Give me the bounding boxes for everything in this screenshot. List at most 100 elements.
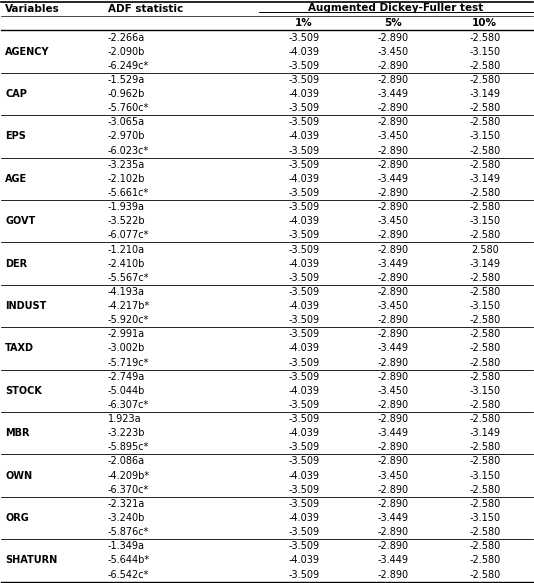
- Text: -2.580: -2.580: [469, 202, 500, 212]
- Text: -3.509: -3.509: [288, 456, 320, 466]
- Text: -2.890: -2.890: [378, 160, 409, 170]
- Text: -2.890: -2.890: [378, 570, 409, 580]
- Text: -2.890: -2.890: [378, 372, 409, 382]
- Text: -3.522b: -3.522b: [108, 216, 145, 226]
- Text: -3.240b: -3.240b: [108, 513, 145, 523]
- Text: -3.509: -3.509: [288, 329, 320, 339]
- Text: -3.449: -3.449: [378, 343, 409, 353]
- Text: -4.039: -4.039: [289, 429, 320, 438]
- Text: -3.150: -3.150: [469, 132, 500, 142]
- Text: -3.235a: -3.235a: [108, 160, 145, 170]
- Text: -4.039: -4.039: [289, 386, 320, 396]
- Text: 1%: 1%: [295, 19, 313, 29]
- Text: -3.150: -3.150: [469, 47, 500, 57]
- Text: -5.760c*: -5.760c*: [108, 103, 149, 113]
- Text: -3.509: -3.509: [288, 188, 320, 198]
- Text: AGE: AGE: [5, 174, 27, 184]
- Text: -2.580: -2.580: [469, 103, 500, 113]
- Text: 10%: 10%: [472, 19, 497, 29]
- Text: -2.890: -2.890: [378, 230, 409, 240]
- Text: -3.509: -3.509: [288, 230, 320, 240]
- Text: -6.370c*: -6.370c*: [108, 484, 149, 495]
- Text: -2.580: -2.580: [469, 315, 500, 325]
- Text: -1.529a: -1.529a: [108, 75, 145, 85]
- Text: -2.890: -2.890: [378, 75, 409, 85]
- Text: -2.580: -2.580: [469, 343, 500, 353]
- Text: -3.449: -3.449: [378, 556, 409, 566]
- Text: -2.580: -2.580: [469, 230, 500, 240]
- Text: -4.039: -4.039: [289, 89, 320, 99]
- Text: -6.023c*: -6.023c*: [108, 146, 149, 156]
- Text: -3.450: -3.450: [378, 301, 409, 311]
- Text: -2.890: -2.890: [378, 33, 409, 43]
- Text: -2.890: -2.890: [378, 541, 409, 552]
- Text: -2.090b: -2.090b: [108, 47, 145, 57]
- Text: DER: DER: [5, 259, 27, 269]
- Text: 2.580: 2.580: [471, 244, 499, 255]
- Text: -2.580: -2.580: [469, 75, 500, 85]
- Text: -2.890: -2.890: [378, 117, 409, 127]
- Text: -4.039: -4.039: [289, 174, 320, 184]
- Text: -4.039: -4.039: [289, 513, 320, 523]
- Text: -6.307c*: -6.307c*: [108, 400, 149, 410]
- Text: -3.509: -3.509: [288, 400, 320, 410]
- Text: -4.039: -4.039: [289, 470, 320, 480]
- Text: -2.890: -2.890: [378, 61, 409, 71]
- Text: MBR: MBR: [5, 429, 29, 438]
- Text: -3.150: -3.150: [469, 386, 500, 396]
- Text: -3.509: -3.509: [288, 273, 320, 283]
- Text: -3.450: -3.450: [378, 386, 409, 396]
- Text: -2.580: -2.580: [469, 146, 500, 156]
- Text: -2.580: -2.580: [469, 273, 500, 283]
- Text: -2.580: -2.580: [469, 329, 500, 339]
- Text: -2.580: -2.580: [469, 527, 500, 537]
- Text: -2.890: -2.890: [378, 146, 409, 156]
- Text: -1.939a: -1.939a: [108, 202, 145, 212]
- Text: -4.039: -4.039: [289, 132, 320, 142]
- Text: -3.149: -3.149: [469, 429, 500, 438]
- Text: -2.970b: -2.970b: [108, 132, 145, 142]
- Text: -3.509: -3.509: [288, 244, 320, 255]
- Text: -6.542c*: -6.542c*: [108, 570, 149, 580]
- Text: -3.450: -3.450: [378, 132, 409, 142]
- Text: -2.890: -2.890: [378, 273, 409, 283]
- Text: -2.580: -2.580: [469, 541, 500, 552]
- Text: -5.567c*: -5.567c*: [108, 273, 149, 283]
- Text: ADF statistic: ADF statistic: [108, 4, 183, 15]
- Text: -2.580: -2.580: [469, 484, 500, 495]
- Text: -3.509: -3.509: [288, 103, 320, 113]
- Text: -3.065a: -3.065a: [108, 117, 145, 127]
- Text: -2.890: -2.890: [378, 202, 409, 212]
- Text: -2.580: -2.580: [469, 400, 500, 410]
- Text: -3.223b: -3.223b: [108, 429, 145, 438]
- Text: -2.890: -2.890: [378, 103, 409, 113]
- Text: -3.449: -3.449: [378, 513, 409, 523]
- Text: Variables: Variables: [5, 4, 60, 15]
- Text: -2.580: -2.580: [469, 357, 500, 367]
- Text: -3.449: -3.449: [378, 89, 409, 99]
- Text: 1.923a: 1.923a: [108, 414, 142, 424]
- Text: -5.895c*: -5.895c*: [108, 442, 149, 452]
- Text: AGENCY: AGENCY: [5, 47, 50, 57]
- Text: -3.150: -3.150: [469, 216, 500, 226]
- Text: -3.509: -3.509: [288, 372, 320, 382]
- Text: -5.044b: -5.044b: [108, 386, 145, 396]
- Text: -2.580: -2.580: [469, 160, 500, 170]
- Text: -3.449: -3.449: [378, 259, 409, 269]
- Text: -2.890: -2.890: [378, 484, 409, 495]
- Text: -3.509: -3.509: [288, 527, 320, 537]
- Text: -3.509: -3.509: [288, 61, 320, 71]
- Text: -2.890: -2.890: [378, 527, 409, 537]
- Text: -3.509: -3.509: [288, 570, 320, 580]
- Text: -1.210a: -1.210a: [108, 244, 145, 255]
- Text: -3.509: -3.509: [288, 202, 320, 212]
- Text: -3.509: -3.509: [288, 357, 320, 367]
- Text: 5%: 5%: [384, 19, 402, 29]
- Text: -3.509: -3.509: [288, 541, 320, 552]
- Text: -4.039: -4.039: [289, 301, 320, 311]
- Text: -2.580: -2.580: [469, 570, 500, 580]
- Text: -5.661c*: -5.661c*: [108, 188, 149, 198]
- Text: -3.509: -3.509: [288, 146, 320, 156]
- Text: TAXD: TAXD: [5, 343, 34, 353]
- Text: -4.209b*: -4.209b*: [108, 470, 150, 480]
